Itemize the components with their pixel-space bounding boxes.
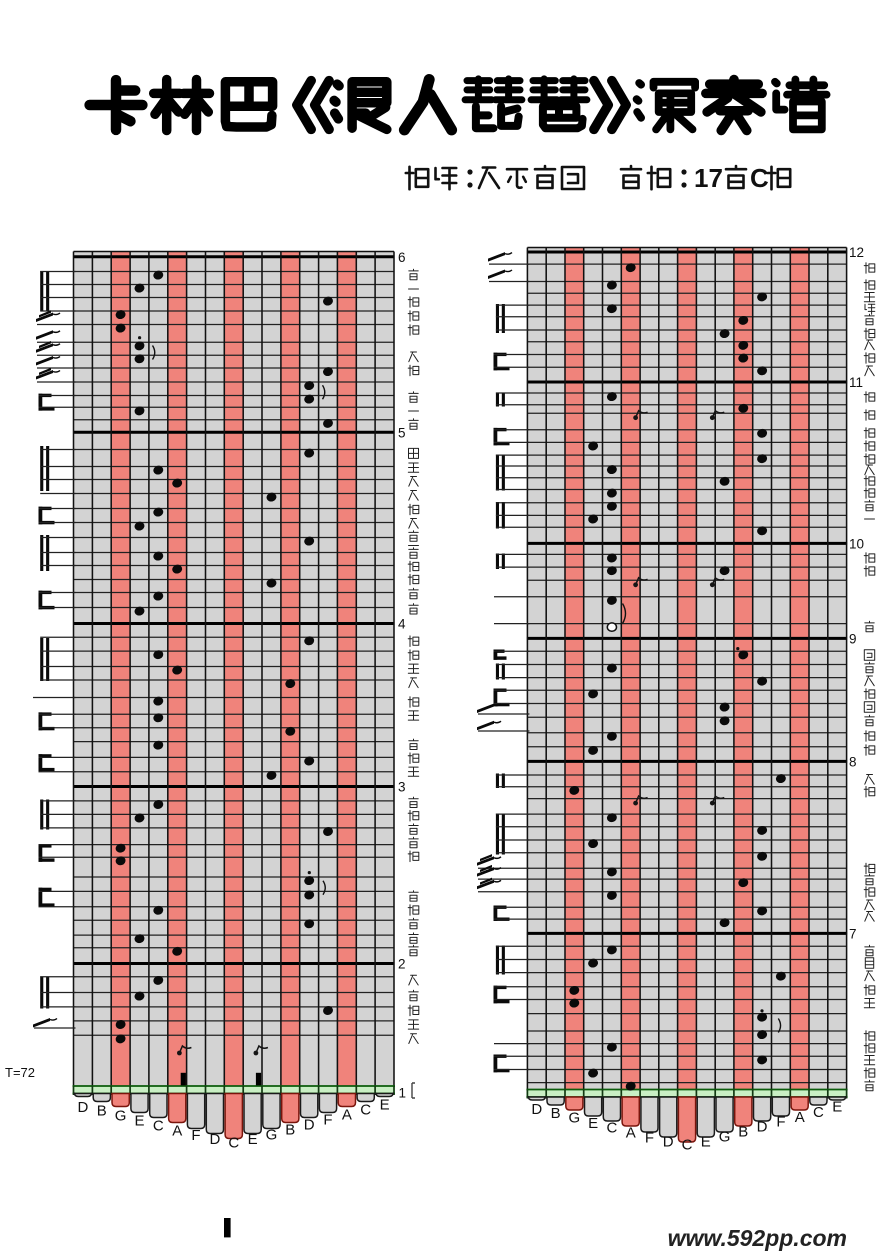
svg-text:11: 11 xyxy=(849,375,863,390)
svg-text:1: 1 xyxy=(399,1086,407,1101)
svg-text:D: D xyxy=(77,1099,88,1116)
svg-text:G: G xyxy=(568,1110,580,1127)
svg-text:2: 2 xyxy=(398,957,406,972)
svg-text:9: 9 xyxy=(849,631,857,646)
svg-text:A: A xyxy=(172,1123,182,1140)
svg-text:C: C xyxy=(153,1117,164,1134)
svg-text:6: 6 xyxy=(398,250,406,265)
svg-text:G: G xyxy=(115,1108,127,1125)
svg-text:D: D xyxy=(304,1117,315,1134)
svg-text:4: 4 xyxy=(398,617,406,632)
svg-text:C: C xyxy=(682,1137,693,1154)
svg-text:D: D xyxy=(757,1119,768,1136)
svg-text:8: 8 xyxy=(849,754,857,769)
svg-text:D: D xyxy=(663,1133,674,1150)
svg-text:A: A xyxy=(626,1125,636,1142)
svg-text:C: C xyxy=(813,1104,824,1121)
svg-text:A: A xyxy=(342,1107,352,1124)
svg-text:E: E xyxy=(832,1099,842,1116)
svg-text:G: G xyxy=(719,1129,731,1146)
svg-text:C: C xyxy=(360,1102,371,1119)
svg-text:C: C xyxy=(606,1120,617,1137)
svg-text:G: G xyxy=(266,1126,278,1143)
svg-text:B: B xyxy=(285,1121,295,1138)
svg-text:E: E xyxy=(248,1131,258,1148)
svg-text:3: 3 xyxy=(398,780,406,795)
svg-text:B: B xyxy=(551,1105,561,1122)
svg-text:17: 17 xyxy=(694,163,723,193)
svg-text:10: 10 xyxy=(849,536,864,551)
svg-text:C: C xyxy=(228,1134,239,1151)
svg-text:C: C xyxy=(750,163,769,193)
svg-text:E: E xyxy=(588,1115,598,1132)
svg-text:A: A xyxy=(795,1109,805,1126)
svg-text:E: E xyxy=(134,1113,144,1130)
svg-text:www.592pp.com: www.592pp.com xyxy=(668,1225,847,1251)
svg-text:F: F xyxy=(191,1127,200,1144)
svg-text:F: F xyxy=(645,1129,654,1146)
svg-text:5: 5 xyxy=(398,425,406,440)
svg-text:7: 7 xyxy=(849,926,857,941)
svg-text:B: B xyxy=(738,1124,748,1141)
svg-text:D: D xyxy=(209,1131,220,1148)
svg-text:E: E xyxy=(380,1096,390,1113)
svg-text:E: E xyxy=(701,1133,711,1150)
svg-text:F: F xyxy=(323,1111,332,1128)
svg-text:B: B xyxy=(97,1103,107,1120)
svg-text:D: D xyxy=(531,1101,542,1118)
svg-text:F: F xyxy=(776,1114,785,1131)
svg-text:12: 12 xyxy=(849,245,864,260)
svg-text:T=72: T=72 xyxy=(5,1065,35,1080)
